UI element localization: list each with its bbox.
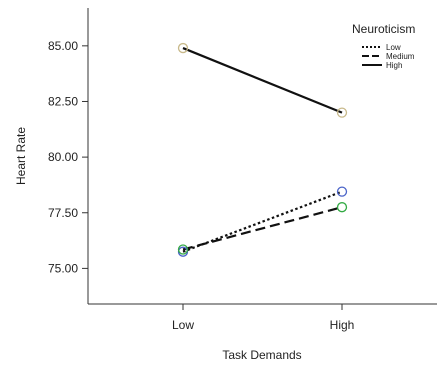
legend-label-high: High <box>386 61 402 70</box>
axes <box>87 8 437 305</box>
legend-label-medium: Medium <box>386 52 415 61</box>
y-tick-label: 80.00 <box>48 150 78 164</box>
y-tick-label: 75.00 <box>48 261 78 275</box>
x-tick-group: Low High <box>172 304 354 332</box>
y-tick-label: 77.50 <box>48 206 78 220</box>
data-point-low-high <box>336 186 348 197</box>
series-line-medium <box>182 206 343 251</box>
x-axis-label: Task Demands <box>222 348 301 362</box>
series-lines <box>182 47 343 253</box>
x-tick-label: Low <box>172 318 194 332</box>
y-tick-label: 85.00 <box>48 39 78 53</box>
data-point-high-low <box>177 42 189 54</box>
series-line-low <box>182 190 343 253</box>
data-point-medium-low <box>177 244 189 255</box>
legend-label-low: Low <box>386 43 401 52</box>
series-markers <box>177 42 348 257</box>
series-line-high <box>182 47 343 114</box>
data-point-high-high <box>336 107 348 118</box>
y-axis-label: Heart Rate <box>14 127 28 185</box>
data-point-medium-high <box>336 202 348 213</box>
y-tick-group: 75.00 77.50 80.00 82.50 85.00 <box>48 39 88 275</box>
x-tick-label: High <box>330 318 355 332</box>
y-tick-label: 82.50 <box>48 94 78 108</box>
legend-title: Neuroticism <box>352 22 415 36</box>
